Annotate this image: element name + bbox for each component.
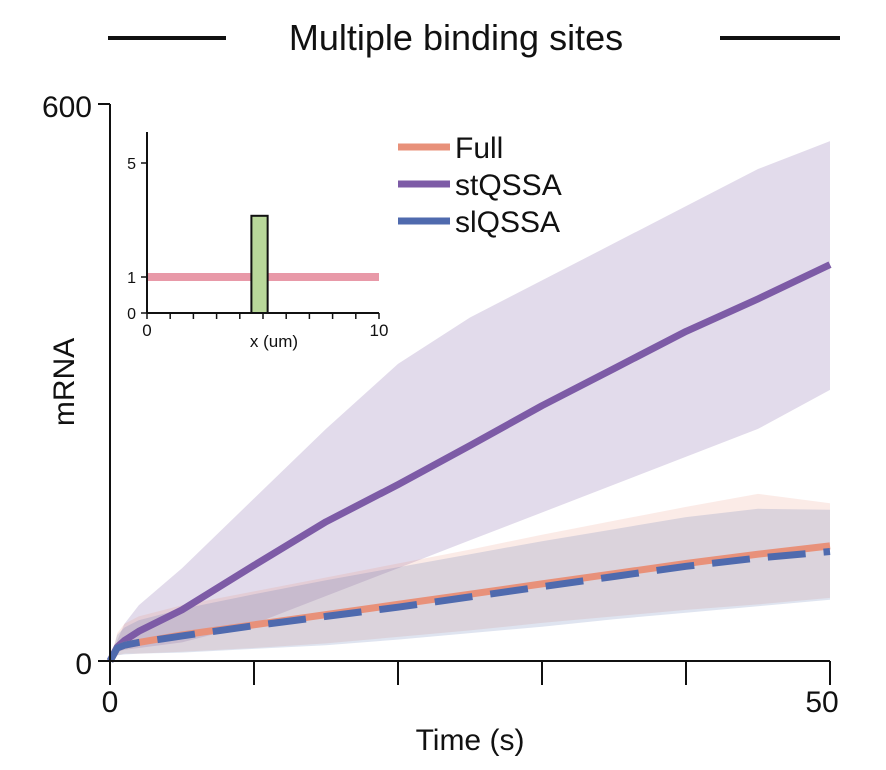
x-ticks xyxy=(109,661,831,685)
x-tick-label-50: 50 xyxy=(805,686,838,719)
inset-plot: 5 1 0 0 10 x (um) xyxy=(127,132,388,351)
y-axis-label: mRNA xyxy=(48,338,81,426)
legend-label-slqssa: slQSSA xyxy=(455,206,560,239)
inset-bar xyxy=(250,214,269,314)
inset-y-tick-label-5: 5 xyxy=(127,156,136,173)
series-lines xyxy=(106,261,832,663)
band-stqssa xyxy=(110,141,830,662)
x-axis-label: Time (s) xyxy=(416,724,525,757)
inset-x-axis-label: x (um) xyxy=(250,332,298,351)
legend-label-full: Full xyxy=(455,132,503,165)
inset-x-ticks xyxy=(146,313,380,319)
y-tick-label-600: 600 xyxy=(42,91,92,124)
line-slqssa xyxy=(106,548,831,663)
inset-y-tick-label-1: 1 xyxy=(127,270,136,287)
inset-x-tick-label-0: 0 xyxy=(142,321,151,340)
inset-x-tick-label-10: 10 xyxy=(370,321,389,340)
x-tick-label-0: 0 xyxy=(102,686,119,719)
y-tick-label-0: 0 xyxy=(75,648,92,681)
inset-y-tick-label-0: 0 xyxy=(127,306,136,323)
chart-title: Multiple binding sites xyxy=(289,17,623,58)
legend: Full stQSSA slQSSA xyxy=(398,132,562,239)
legend-label-stqssa: stQSSA xyxy=(455,169,562,202)
line-stqssa xyxy=(106,261,832,663)
